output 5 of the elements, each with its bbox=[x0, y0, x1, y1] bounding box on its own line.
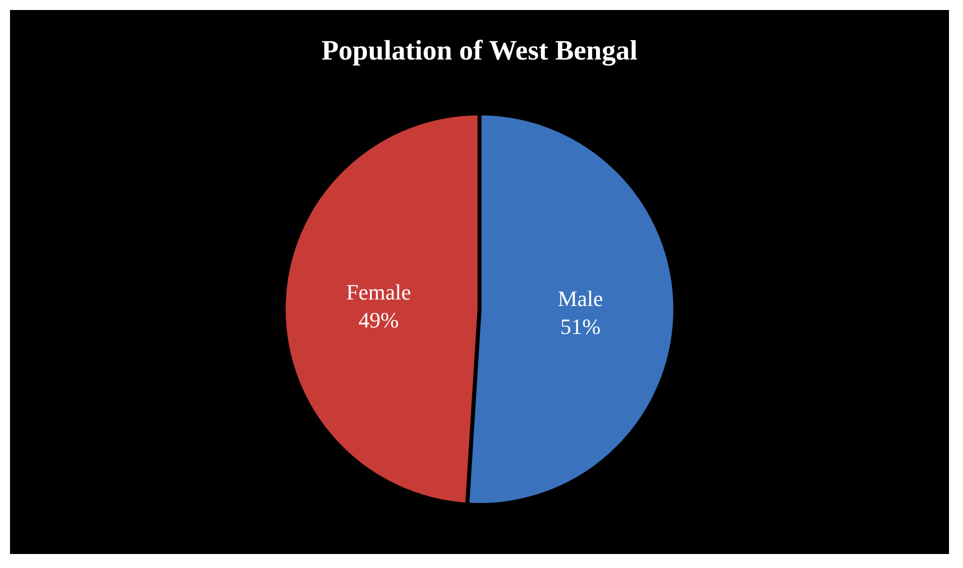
data-label: 49% bbox=[358, 308, 399, 333]
data-label: 51% bbox=[560, 314, 601, 339]
slice-label: Male bbox=[558, 286, 603, 311]
chart-title: Population of West Bengal bbox=[321, 36, 638, 66]
slice-label: Female bbox=[346, 280, 412, 305]
